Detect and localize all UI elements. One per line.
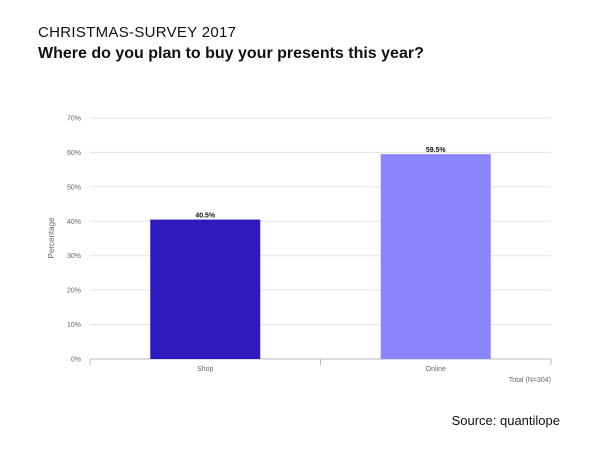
- y-tick-label: 50%: [67, 184, 81, 191]
- chart-title: CHRISTMAS-SURVEY 2017: [38, 24, 237, 41]
- chart-header: CHRISTMAS-SURVEY 2017 Where do you plan …: [38, 24, 424, 63]
- data-label-online: 59.5%: [426, 147, 447, 154]
- x-tick-label: Shop: [197, 366, 213, 373]
- source-note: Source: quantilope: [451, 413, 560, 428]
- y-tick-label: 0%: [71, 357, 81, 364]
- chart-subtitle: Where do you plan to buy your presents t…: [38, 45, 424, 62]
- y-tick-label: 60%: [67, 150, 81, 157]
- y-axis-label: Percentage: [47, 217, 56, 258]
- bars: [150, 154, 491, 359]
- y-tick-label: 20%: [67, 288, 81, 295]
- y-tick-label: 70%: [67, 116, 81, 123]
- data-labels: 40.5% 59.5%: [195, 147, 446, 219]
- x-axis-ticks: Shop Online: [89, 359, 552, 373]
- x-tick-label: Online: [426, 366, 446, 373]
- y-tick-label: 30%: [67, 253, 81, 260]
- y-axis-ticks: 0% 10% 20% 30% 40% 50% 60% 70%: [67, 116, 81, 364]
- y-tick-label: 40%: [67, 219, 81, 226]
- bar-online: [380, 154, 491, 359]
- total-footnote: Total (N=304): [509, 377, 551, 384]
- data-label-shop: 40.5%: [195, 213, 216, 220]
- bar-shop: [150, 219, 261, 359]
- y-tick-label: 10%: [67, 322, 81, 329]
